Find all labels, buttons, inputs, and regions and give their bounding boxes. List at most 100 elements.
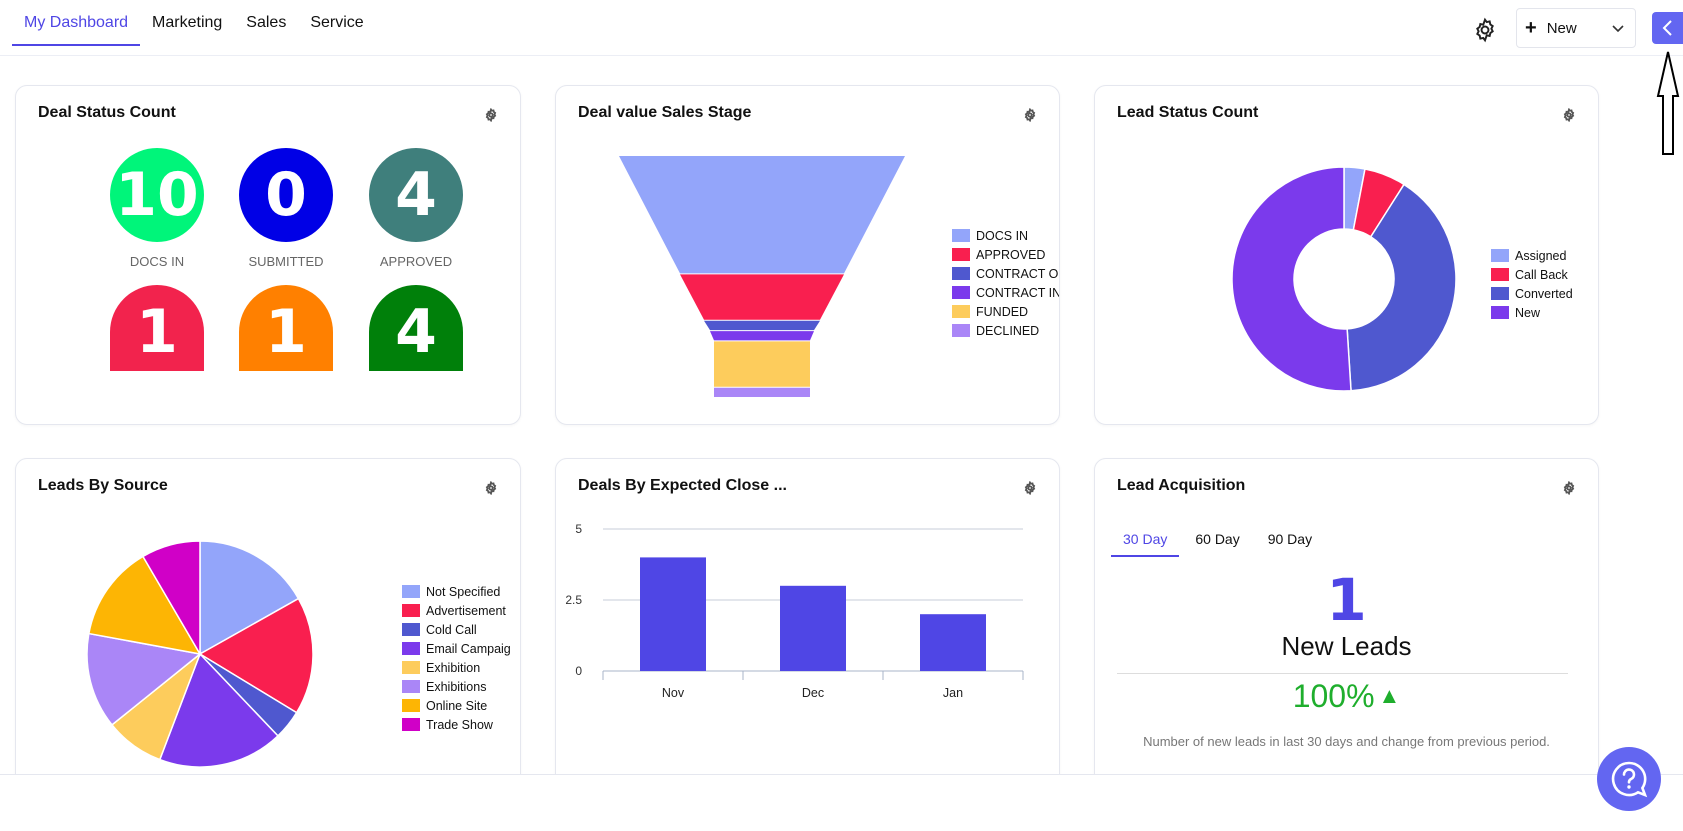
legend-item[interactable]: New (1491, 303, 1573, 322)
legend-swatch (1491, 268, 1509, 281)
acquisition-note: Number of new leads in last 30 days and … (1143, 734, 1550, 749)
card-title: Deal value Sales Stage (578, 104, 752, 121)
tab-marketing[interactable]: Marketing (152, 14, 223, 31)
tab-service[interactable]: Service (310, 14, 364, 31)
card-settings-icon[interactable] (1023, 108, 1037, 122)
leads-by-source-card: Leads By Source Not Specified Advertiseme… (15, 458, 521, 798)
pie-legend: Not Specified Advertisement Cold Call Email… (402, 582, 511, 734)
legend-item[interactable]: Online Site (402, 696, 511, 715)
card-settings-icon[interactable] (484, 481, 498, 495)
pie-slice (87, 555, 202, 656)
card-title: Lead Acquisition (1117, 477, 1246, 494)
tab-30-day[interactable]: 30 Day (1111, 521, 1180, 557)
legend-item[interactable]: DOCS IN (952, 226, 1059, 245)
top-nav-bar: My Dashboard Marketing Sales Service + N… (0, 0, 1683, 56)
legend-swatch (952, 267, 970, 280)
legend-label: DOCS IN (976, 228, 1029, 243)
new-label: New (1546, 19, 1577, 37)
legend-swatch (952, 229, 970, 242)
legend-item[interactable]: Trade Show (402, 715, 511, 734)
bar (780, 585, 846, 671)
donut-chart (1231, 166, 1457, 392)
tab-90-day[interactable]: 90 Day (1267, 531, 1313, 547)
legend-item[interactable]: CONTRACT IN (952, 283, 1060, 302)
y-tick-label: 5 (575, 522, 582, 536)
legend-label: Not Specified (426, 584, 501, 599)
card-settings-icon[interactable] (484, 108, 498, 122)
legend-item[interactable]: Assigned (1491, 246, 1573, 265)
legend-item[interactable]: Call Back (1491, 265, 1573, 284)
stat-label: DOCS IN (129, 254, 185, 269)
pie-slice (1231, 166, 1352, 392)
legend-label: Advertisement (426, 603, 506, 618)
legend-item[interactable]: Email Campaig (402, 639, 511, 658)
legend-label: Exhibitions (426, 679, 487, 694)
new-dropdown-button[interactable]: + New (1516, 8, 1636, 48)
collapse-panel-button[interactable] (1652, 12, 1683, 44)
legend-item[interactable]: FUNDED (952, 302, 1059, 321)
change-percent: 100% ▲ (1095, 678, 1598, 715)
funnel-segment (680, 274, 844, 320)
chevron-left-icon (1662, 20, 1672, 36)
stat-circle: 1 (239, 285, 333, 371)
legend-label: Cold Call (426, 622, 477, 637)
stat-circle: 0 (239, 148, 333, 242)
stat-circle: 4 (369, 285, 463, 371)
card-settings-icon[interactable] (1562, 108, 1576, 122)
legend-swatch (1491, 249, 1509, 262)
funnel-chart (619, 156, 905, 397)
funnel-segment (704, 320, 820, 331)
card-settings-icon[interactable] (1023, 481, 1037, 495)
legend-item[interactable]: Not Specified (402, 582, 511, 601)
legend-item[interactable]: Cold Call (402, 620, 511, 639)
legend-swatch (402, 642, 420, 655)
pie-slice (1346, 183, 1457, 392)
chevron-down-icon (1612, 25, 1624, 33)
pie-slice (141, 540, 201, 657)
legend-item[interactable]: Exhibitions (402, 677, 511, 696)
legend-swatch (402, 699, 420, 712)
legend-label: APPROVED (976, 247, 1046, 262)
legend-swatch (1491, 306, 1509, 319)
legend-item[interactable]: Exhibition (402, 658, 511, 677)
legend-item[interactable]: APPROVED (952, 245, 1059, 264)
stat-row2-3: 4 (368, 285, 464, 371)
legend-swatch (402, 604, 420, 617)
tab-sales[interactable]: Sales (246, 14, 287, 31)
help-chat-icon (1611, 761, 1648, 798)
legend-label: Assigned (1515, 248, 1567, 263)
legend-label: CONTRACT IN (976, 285, 1060, 300)
legend-label: FUNDED (976, 304, 1029, 319)
pie-slice (198, 597, 314, 714)
legend-swatch (402, 718, 420, 731)
up-arrow-annotation-icon (1656, 51, 1680, 155)
legend-swatch (402, 680, 420, 693)
funnel-legend: DOCS IN APPROVED CONTRACT OU CONTRACT IN FUN… (952, 226, 1060, 340)
donut-legend: Assigned Call Back Converted New (1491, 246, 1573, 322)
stat-label: SUBMITTED (248, 254, 324, 269)
tab-my-dashboard[interactable]: My Dashboard (12, 0, 141, 46)
legend-label: Email Campaig (426, 641, 511, 656)
legend-label: Call Back (1515, 267, 1568, 282)
card-title: Leads By Source (38, 477, 168, 494)
settings-gear-icon[interactable] (1472, 17, 1498, 43)
plus-icon: + (1525, 17, 1537, 39)
scrollbar-thumb[interactable] (520, 144, 521, 266)
stat-label: APPROVED (379, 254, 453, 269)
card-scrollbar[interactable] (520, 144, 521, 370)
lead-acquisition-card: Lead Acquisition 30 Day 60 Day 90 Day 1 … (1094, 458, 1599, 798)
card-settings-icon[interactable] (1562, 481, 1576, 495)
bar-chart: 0 2.5 5 Nov Dec Jan (565, 522, 1024, 700)
legend-item[interactable]: Converted (1491, 284, 1573, 303)
legend-item[interactable]: CONTRACT OU (952, 264, 1059, 283)
tab-60-day[interactable]: 60 Day (1195, 531, 1240, 547)
legend-item[interactable]: DECLINED (952, 321, 1059, 340)
legend-item[interactable]: Advertisement (402, 601, 511, 620)
help-button[interactable] (1597, 747, 1661, 811)
deals-close-card: Deals By Expected Close ... 0 2.5 5 Nov Dec J… (555, 458, 1060, 798)
bar (640, 557, 706, 671)
y-tick-label: 0 (575, 664, 582, 678)
change-value: 100% (1292, 678, 1375, 714)
triangle-up-icon: ▲ (1378, 683, 1401, 708)
legend-swatch (1491, 287, 1509, 300)
